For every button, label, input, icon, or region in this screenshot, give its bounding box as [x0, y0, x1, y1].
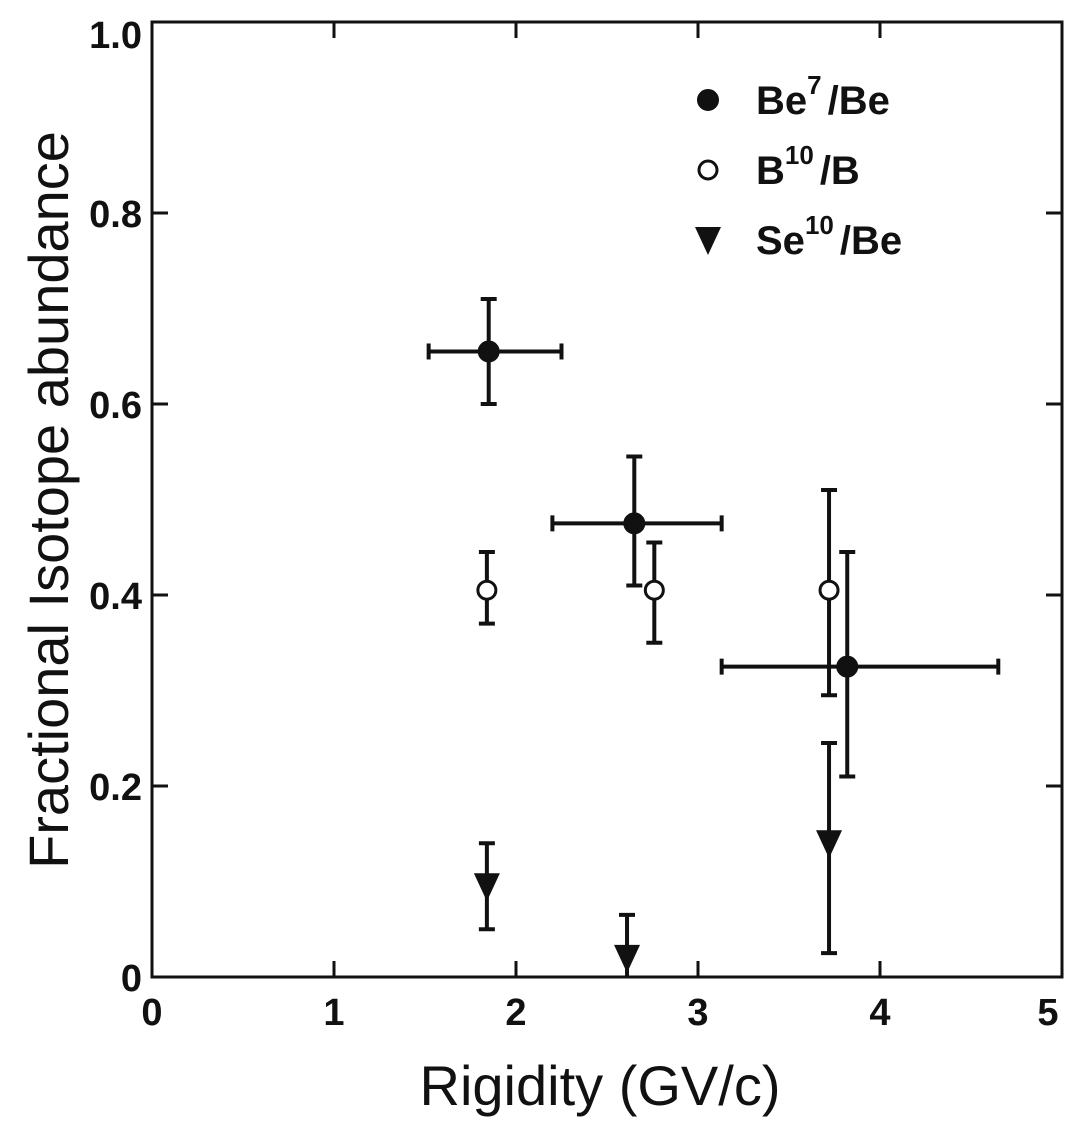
data-point — [476, 579, 498, 601]
legend-label-tail: /Be — [840, 219, 902, 263]
data-point — [614, 944, 641, 973]
legend-label-tail: /Be — [828, 79, 890, 123]
legend-label-tail: /B — [820, 149, 860, 193]
legend-marker — [697, 159, 719, 181]
y-tick-label: 0 — [121, 958, 142, 1000]
legend-label: Be7/Be — [756, 70, 890, 123]
series-1 — [476, 487, 840, 698]
data-point — [643, 579, 665, 601]
data-point — [836, 655, 859, 678]
data-point — [477, 340, 500, 363]
data-point — [818, 579, 840, 601]
plot-frame — [150, 20, 1064, 979]
axis-ticks — [150, 20, 1064, 979]
x-tick-label: 5 — [1037, 992, 1058, 1034]
x-axis-title: Rigidity (GV/c) — [420, 1054, 781, 1117]
data-point — [473, 873, 500, 902]
legend-item: B10/B — [697, 140, 860, 193]
legend-item: Be7/Be — [697, 70, 890, 123]
y-tick-label: 1.0 — [89, 15, 142, 57]
legend-label: Se10/Be — [756, 210, 902, 263]
y-axis-title: Fractional Isotope abundance — [17, 131, 80, 869]
data-marks — [426, 296, 1001, 977]
legend-label-sup: 7 — [807, 70, 821, 100]
data-point — [623, 512, 646, 535]
x-tick-label: 0 — [141, 992, 162, 1034]
x-tick-label: 4 — [869, 992, 890, 1034]
y-tick-label: 0.6 — [89, 385, 142, 427]
series-0 — [426, 296, 1001, 779]
series-2 — [473, 741, 843, 977]
y-tick-label: 0.4 — [89, 576, 142, 618]
axis-tick-labels: 0 1 2 3 4 5 0 0.2 0.4 0.6 0.8 1.0 — [89, 15, 1058, 1034]
x-tick-label: 1 — [323, 992, 344, 1034]
legend-marker — [695, 227, 721, 255]
x-tick-label: 3 — [687, 992, 708, 1034]
y-tick-label: 0.2 — [89, 767, 142, 809]
legend-label-sup: 10 — [785, 140, 814, 170]
y-tick-label: 0.8 — [89, 194, 142, 236]
data-point — [816, 830, 843, 859]
legend-marker — [697, 89, 719, 111]
legend-label-sup: 10 — [805, 210, 834, 240]
legend-label: B10/B — [756, 140, 860, 193]
x-tick-label: 2 — [505, 992, 526, 1034]
legend: Be7/Be B10/B Se10/Be — [695, 70, 902, 263]
legend-item: Se10/Be — [695, 210, 902, 263]
